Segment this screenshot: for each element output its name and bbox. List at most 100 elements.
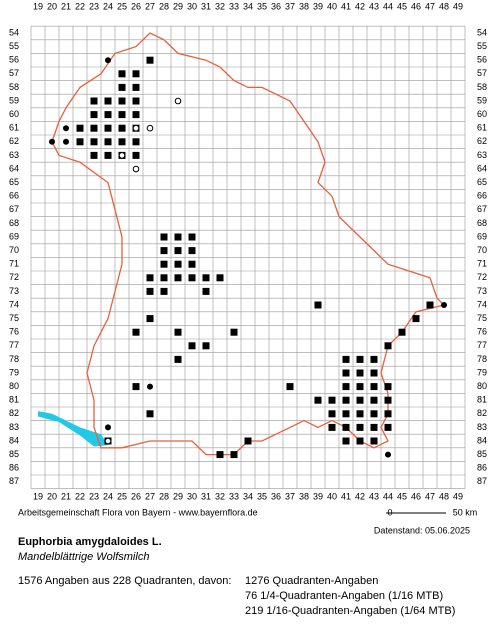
marker-square bbox=[370, 396, 378, 404]
column-label: 45 bbox=[397, 1, 407, 11]
stats-line: 1276 Quadranten-Angaben bbox=[245, 575, 378, 587]
marker-square bbox=[398, 328, 406, 336]
state-border bbox=[51, 32, 446, 456]
row-label: 78 bbox=[477, 354, 487, 364]
column-label: 21 bbox=[61, 1, 71, 11]
marker-square bbox=[104, 151, 112, 159]
marker-square bbox=[132, 383, 140, 391]
row-label: 59 bbox=[9, 95, 19, 105]
row-label: 82 bbox=[9, 408, 19, 418]
marker-square bbox=[188, 342, 196, 350]
column-label: 26 bbox=[131, 1, 141, 11]
row-label: 72 bbox=[477, 272, 487, 282]
column-label: 36 bbox=[271, 1, 281, 11]
row-label: 75 bbox=[477, 313, 487, 323]
column-label: 22 bbox=[75, 491, 85, 501]
row-label: 85 bbox=[9, 449, 19, 459]
column-label: 25 bbox=[117, 491, 127, 501]
row-label: 60 bbox=[477, 109, 487, 119]
scale-start: 0 bbox=[387, 507, 392, 517]
marker-square bbox=[314, 396, 322, 404]
grid: 19 19 20 20 21 21 22 22 23 23 24 24 25 25 26 26 27 27 28 28… bbox=[9, 1, 487, 501]
row-label: 77 bbox=[9, 340, 19, 350]
marker-square bbox=[160, 233, 168, 241]
marker-square bbox=[76, 124, 84, 132]
marker-square bbox=[132, 151, 140, 159]
date: Datenstand: 05.06.2025 bbox=[374, 525, 470, 535]
marker-square bbox=[356, 396, 364, 404]
marker-square bbox=[174, 247, 182, 255]
marker-dot bbox=[385, 451, 391, 458]
row-label: 82 bbox=[477, 408, 487, 418]
column-label: 41 bbox=[341, 1, 351, 11]
column-label: 26 bbox=[131, 491, 141, 501]
marker-square bbox=[342, 383, 350, 391]
marker-square bbox=[216, 451, 224, 459]
row-label: 80 bbox=[477, 381, 487, 391]
column-label: 46 bbox=[411, 491, 421, 501]
marker-square bbox=[104, 111, 112, 119]
row-label: 70 bbox=[9, 245, 19, 255]
marker-square bbox=[132, 97, 140, 105]
column-label: 48 bbox=[439, 491, 449, 501]
row-label: 87 bbox=[9, 476, 19, 486]
row-label: 86 bbox=[9, 463, 19, 473]
column-label: 35 bbox=[257, 1, 267, 11]
row-label: 59 bbox=[477, 95, 487, 105]
marker-open bbox=[174, 97, 182, 105]
marker-square bbox=[146, 410, 154, 418]
row-label: 55 bbox=[9, 41, 19, 51]
column-label: 40 bbox=[327, 491, 337, 501]
column-label: 29 bbox=[173, 1, 183, 11]
marker-square bbox=[356, 383, 364, 391]
marker-square bbox=[132, 111, 140, 119]
column-label: 38 bbox=[299, 491, 309, 501]
marker-open bbox=[118, 152, 126, 159]
marker-square bbox=[174, 355, 182, 363]
marker-square bbox=[132, 83, 140, 91]
column-label: 32 bbox=[215, 1, 225, 11]
marker-square bbox=[146, 274, 154, 282]
marker-square bbox=[188, 274, 196, 282]
column-label: 34 bbox=[243, 1, 253, 11]
marker-square bbox=[174, 260, 182, 268]
column-label: 47 bbox=[425, 1, 435, 11]
stats-line: 76 1/4-Quadranten-Angaben (1/16 MTB) bbox=[245, 590, 443, 602]
row-label: 84 bbox=[9, 435, 19, 445]
row-label: 81 bbox=[477, 395, 487, 405]
marker-square bbox=[356, 410, 364, 418]
row-label: 56 bbox=[477, 55, 487, 65]
row-label: 86 bbox=[477, 463, 487, 473]
column-label: 27 bbox=[145, 491, 155, 501]
marker-square bbox=[118, 70, 126, 78]
column-label: 45 bbox=[397, 491, 407, 501]
column-label: 23 bbox=[89, 491, 99, 501]
row-label: 57 bbox=[477, 68, 487, 78]
marker-square bbox=[244, 437, 252, 445]
marker-square bbox=[160, 247, 168, 255]
column-label: 28 bbox=[159, 1, 169, 11]
marker-square bbox=[356, 369, 364, 377]
marker-square bbox=[370, 355, 378, 363]
marker-square bbox=[356, 423, 364, 431]
row-label: 61 bbox=[9, 123, 19, 133]
marker-square bbox=[202, 287, 210, 295]
marker-square bbox=[230, 328, 238, 336]
marker-open bbox=[132, 124, 140, 132]
marker-square bbox=[328, 410, 336, 418]
marker-square bbox=[160, 260, 168, 268]
marker-square bbox=[342, 423, 350, 431]
species-name: Euphorbia amygdaloides L. bbox=[18, 536, 162, 548]
marker-square bbox=[342, 410, 350, 418]
column-label: 25 bbox=[117, 1, 127, 11]
row-label: 62 bbox=[477, 136, 487, 146]
scale-end: 50 km bbox=[453, 507, 478, 517]
row-label: 87 bbox=[477, 476, 487, 486]
row-label: 73 bbox=[477, 286, 487, 296]
marker-square bbox=[216, 274, 224, 282]
column-label: 39 bbox=[313, 491, 323, 501]
marker-square bbox=[384, 410, 392, 418]
summary: 1576 Angaben aus 228 Quadranten, davon: bbox=[18, 575, 231, 587]
row-label: 58 bbox=[9, 82, 19, 92]
row-label: 65 bbox=[477, 177, 487, 187]
